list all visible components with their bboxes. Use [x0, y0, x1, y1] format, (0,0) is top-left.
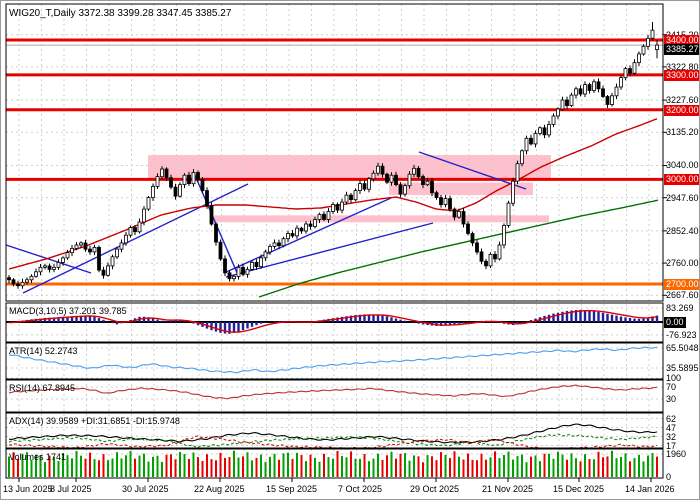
minus-di-line — [8, 435, 658, 449]
macd-axis-label: -76.923 — [666, 329, 697, 340]
adx-axis-label: 47 — [666, 422, 677, 433]
atr-line — [8, 346, 658, 374]
trendline — [5, 244, 92, 274]
date-label: 13 Jun 2025 — [3, 484, 53, 494]
atr-axis-label: 35.5895 — [666, 362, 699, 373]
date-label: 8 Jul 2025 — [50, 484, 92, 494]
price-axis-label: 2947.60 — [666, 192, 699, 203]
date-label: 21 Nov 2025 — [482, 484, 534, 494]
adx-line — [8, 423, 658, 444]
slow-ma-line — [258, 199, 659, 298]
candles — [7, 22, 659, 289]
atr-panel[interactable] — [6, 343, 663, 379]
sr-level-badge: 3400.00 — [664, 35, 699, 46]
price-axis-label: 3322.80 — [666, 61, 699, 72]
price-axis-label: 2852.40 — [666, 225, 699, 236]
macd-indicator-label: MACD(3,10,5) 37.201 39.785 — [9, 306, 127, 316]
adx-indicator-label: ADX(14) 39.9589 +DI:31.6851 -DI:15.9748 — [9, 416, 180, 426]
macd-signal-line — [8, 309, 658, 333]
price-axis-label: 3227.60 — [666, 95, 699, 106]
rsi-axis-label: 100 — [666, 373, 682, 383]
supply-demand-zone — [214, 215, 549, 223]
date-label: 7 Oct 2025 — [338, 484, 383, 494]
current-price-badge: 3385.27 — [664, 44, 699, 56]
panel-border — [5, 342, 664, 380]
rsi-axis-label: 30 — [666, 394, 677, 404]
price-axis-label: 3040.00 — [666, 160, 699, 171]
macd-zero-badge: 0.00 — [664, 317, 686, 328]
price-axis-label: 2760.00 — [666, 258, 699, 269]
trendline — [418, 151, 527, 190]
adx-axis-label: 17 — [666, 440, 677, 451]
adx-axis-label: 62 — [666, 413, 677, 424]
date-label: 15 Dec 2025 — [553, 484, 605, 494]
main-chart-panel[interactable] — [6, 4, 663, 301]
atr-axis-label: 65.5048 — [666, 343, 699, 353]
plus-di-line — [8, 433, 658, 448]
panel-border — [5, 448, 664, 479]
volumes-panel[interactable] — [6, 449, 663, 478]
supply-demand-zone — [389, 182, 533, 196]
sr-level-badge: 2700.00 — [664, 278, 699, 290]
date-label: 22 Aug 2025 — [194, 484, 245, 494]
date-label: 15 Sep 2025 — [266, 484, 318, 494]
supply-demand-zone — [148, 155, 551, 180]
volume-bars — [8, 450, 658, 477]
panel-border — [5, 302, 664, 343]
date-label: 30 Jul 2025 — [122, 484, 169, 494]
sr-level-badge: 3300.00 — [664, 69, 699, 81]
volumes-indicator-label: Volumes 1741 — [9, 452, 67, 462]
sr-level-badge: 3000.00 — [664, 174, 699, 186]
macd-histogram — [7, 309, 659, 334]
rsi-indicator-label: RSI(14) 67.8945 — [9, 383, 76, 393]
adx-axis-label: 32 — [666, 431, 677, 442]
sr-level-badge: 3200.00 — [664, 104, 699, 116]
panel-border — [5, 412, 664, 449]
price-axis-label: 2667.60 — [666, 290, 699, 301]
atr-indicator-label: ATR(14) 52.2743 — [9, 346, 78, 356]
rsi-line — [8, 384, 657, 400]
price-axis-label: 3415.20 — [666, 30, 699, 40]
date-label: 29 Oct 2025 — [410, 484, 460, 494]
date-label: 14 Jan 2026 — [625, 484, 675, 494]
volume-axis-label: 1960 — [666, 449, 687, 459]
rsi-axis-label: 70 — [666, 382, 677, 392]
volume-axis-label: 0 — [666, 472, 672, 482]
panel-border — [5, 379, 664, 413]
macd-axis-label: 83.269 — [666, 303, 694, 313]
trendline — [22, 183, 249, 294]
chart-title-ohlc: WIG20_T,Daily 3372.38 3399.28 3347.45 33… — [9, 8, 232, 19]
price-axis-label: 3135.20 — [666, 127, 699, 138]
panel-border — [5, 3, 664, 302]
